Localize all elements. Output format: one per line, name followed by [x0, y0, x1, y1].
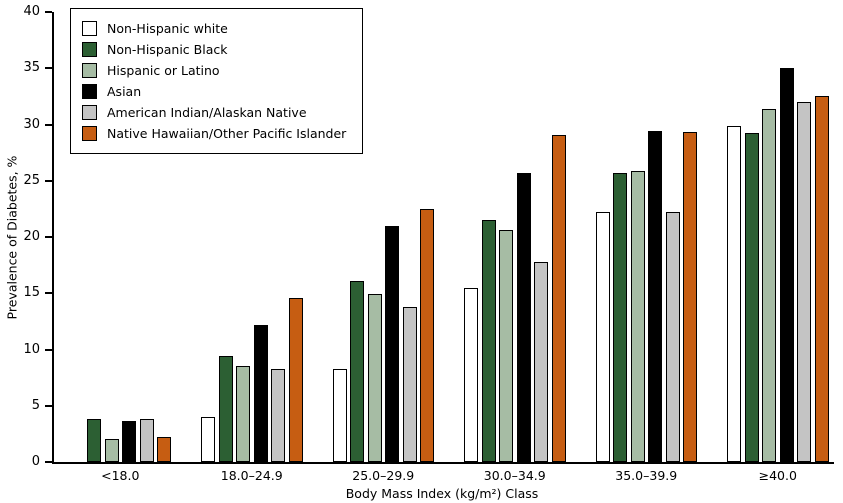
legend-label: Asian — [107, 84, 142, 99]
legend-swatch-icon — [82, 21, 97, 36]
legend-label: Non-Hispanic Black — [107, 42, 228, 57]
y-axis-tick-label: 0 — [31, 454, 40, 469]
bar — [683, 132, 697, 462]
bar — [139, 419, 154, 462]
bar — [271, 369, 285, 462]
x-category-label: ≥40.0 — [758, 468, 797, 483]
bar — [332, 369, 347, 462]
y-axis-tick-label: 5 — [31, 397, 40, 413]
bar — [350, 281, 364, 462]
y-axis-tick — [45, 461, 52, 463]
bar — [648, 131, 662, 462]
y-axis-tick — [45, 292, 52, 295]
y-axis-tick — [45, 404, 52, 407]
legend-label: Non-Hispanic white — [107, 21, 228, 36]
plot-area: 0 5 10 15 20 25 30 35 40 <18.0 18.0–24.9 25.0–29.9 3… — [23, 4, 834, 483]
bar — [464, 288, 478, 462]
bar — [814, 96, 829, 462]
legend-item: Non-Hispanic white — [82, 18, 346, 39]
x-category-label: 18.0–24.9 — [220, 468, 283, 483]
y-axis-tick — [45, 236, 52, 238]
bar — [516, 173, 531, 462]
bar — [236, 366, 250, 462]
y-axis-tick — [45, 179, 52, 182]
y-axis-tick — [45, 123, 52, 126]
bar — [402, 307, 417, 462]
bar — [665, 212, 680, 462]
bar — [630, 171, 645, 462]
legend-item: Hispanic or Latino — [82, 60, 346, 81]
y-axis-tick-label: 25 — [23, 172, 40, 188]
bar — [595, 212, 610, 462]
bar — [727, 126, 741, 462]
bar — [534, 262, 548, 462]
y-axis-tick-label: 30 — [23, 116, 40, 132]
legend-swatch-icon — [82, 63, 97, 78]
legend-label: Native Hawaiian/Other Pacific Islander — [107, 126, 347, 141]
bar — [744, 133, 759, 462]
legend-item: Native Hawaiian/Other Pacific Islander — [82, 123, 346, 144]
bar — [385, 226, 399, 462]
legend-swatch-icon — [82, 84, 97, 99]
y-axis-tick — [45, 11, 52, 13]
bar — [797, 102, 811, 462]
y-axis-tick-label: 10 — [23, 341, 40, 357]
bar — [87, 419, 101, 462]
legend-swatch-icon — [82, 126, 97, 141]
y-axis-tick-label: 35 — [23, 60, 40, 76]
legend-item: Non-Hispanic Black — [82, 39, 346, 60]
bar — [779, 68, 794, 462]
x-category-label: <18.0 — [101, 468, 140, 483]
legend-item: American Indian/Alaskan Native — [82, 102, 346, 123]
y-axis-tick-label: 40 — [23, 4, 40, 19]
legend: Non-Hispanic white Non-Hispanic Black Hisp… — [70, 8, 364, 154]
y-axis-tick-label: 15 — [23, 285, 40, 301]
bar — [420, 209, 434, 462]
legend-item: Asian — [82, 81, 346, 102]
bar — [367, 294, 382, 462]
bar — [481, 220, 496, 462]
bar — [762, 109, 776, 462]
x-category-label: 30.0–34.9 — [483, 468, 546, 483]
y-axis-tick-label: 20 — [23, 229, 40, 244]
bar — [157, 437, 171, 462]
x-category-label: 25.0–29.9 — [352, 468, 415, 483]
bar — [218, 356, 233, 462]
legend-label: American Indian/Alaskan Native — [107, 105, 307, 120]
bar — [551, 135, 566, 462]
bar — [253, 325, 268, 462]
bar — [288, 298, 303, 462]
legend-swatch-icon — [82, 42, 97, 57]
y-axis-tick — [45, 67, 52, 70]
legend-label: Hispanic or Latino — [107, 63, 220, 78]
bar — [201, 417, 215, 462]
bar — [499, 230, 513, 462]
x-axis-title: Body Mass Index (kg/m²) Class — [345, 486, 539, 501]
bar — [613, 173, 627, 462]
bar — [104, 439, 119, 462]
x-category-label: 35.0–39.9 — [615, 468, 678, 483]
y-axis-tick — [45, 348, 52, 351]
legend-swatch-icon — [82, 105, 97, 120]
bar — [122, 421, 136, 462]
